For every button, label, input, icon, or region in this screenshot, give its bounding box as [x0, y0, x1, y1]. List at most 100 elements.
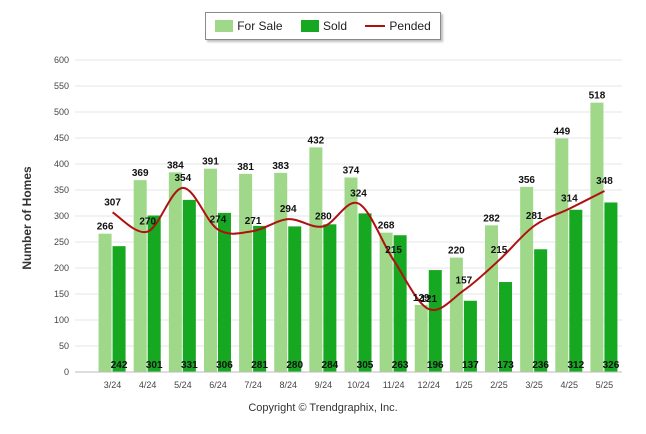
y-tick-label: 400 [54, 159, 69, 169]
x-tick-label: 3/25 [525, 380, 543, 390]
data-label-pended: 314 [561, 194, 578, 205]
y-tick-label: 300 [54, 211, 69, 221]
data-label-pended: 157 [456, 275, 473, 286]
x-tick-label: 11/24 [383, 380, 405, 390]
bar-sold [463, 300, 477, 372]
sold-swatch-icon [300, 20, 319, 32]
y-tick-label: 550 [54, 81, 69, 91]
data-label-pended: 270 [139, 217, 156, 228]
bar-sold [182, 199, 196, 372]
y-tick-label: 250 [54, 237, 69, 247]
bar-for-sale [414, 304, 428, 372]
bar-sold [428, 270, 442, 372]
legend-item-sold[interactable]: Sold [300, 19, 347, 33]
bar-for-sale [203, 168, 217, 372]
bar-sold [358, 213, 372, 372]
y-tick-label: 200 [54, 263, 69, 273]
x-tick-label: 4/24 [139, 380, 157, 390]
data-label-sold: 281 [251, 360, 268, 371]
data-label-for-sale: 356 [518, 175, 535, 186]
y-axis-title: Number of Homes [20, 166, 34, 270]
legend-item-for-sale[interactable]: For Sale [215, 19, 283, 33]
y-tick-label: 500 [54, 107, 69, 117]
data-label-sold: 242 [111, 360, 128, 371]
bar-sold [534, 249, 548, 372]
x-tick-label: 4/25 [561, 380, 579, 390]
data-label-sold: 173 [497, 360, 514, 371]
bar-for-sale [133, 180, 147, 372]
bar-sold [569, 209, 583, 372]
bar-sold [147, 215, 161, 372]
pended-swatch-icon [365, 25, 386, 27]
x-tick-label: 5/24 [174, 380, 192, 390]
bar-for-sale [379, 232, 393, 372]
x-tick-label: 2/25 [490, 380, 508, 390]
x-tick-label: 9/24 [315, 380, 333, 390]
bar-sold [323, 224, 337, 372]
data-label-for-sale: 266 [97, 222, 114, 233]
bar-for-sale [274, 172, 288, 372]
data-label-pended: 215 [385, 245, 402, 256]
data-label-sold: 331 [181, 360, 198, 371]
y-tick-label: 600 [54, 55, 69, 65]
data-label-sold: 196 [427, 360, 444, 371]
data-label-sold: 284 [322, 360, 339, 371]
y-tick-label: 450 [54, 133, 69, 143]
data-label-for-sale: 268 [378, 221, 395, 232]
data-label-pended: 121 [420, 294, 437, 305]
bar-sold [112, 246, 126, 372]
data-label-for-sale: 432 [308, 135, 325, 146]
data-label-for-sale: 449 [553, 127, 570, 138]
bar-sold [499, 282, 513, 372]
data-label-pended: 271 [245, 216, 262, 227]
x-tick-label: 7/24 [244, 380, 262, 390]
data-label-pended: 354 [174, 173, 191, 184]
legend: For Sale Sold Pended [205, 12, 441, 40]
data-label-pended: 324 [350, 189, 367, 200]
x-tick-label: 12/24 [418, 380, 441, 390]
data-label-sold: 305 [357, 360, 374, 371]
legend-label-sold: Sold [322, 19, 347, 33]
y-tick-label: 0 [64, 367, 69, 377]
data-label-for-sale: 381 [237, 162, 254, 173]
pended-line [112, 186, 605, 312]
bar-for-sale [98, 233, 112, 372]
x-tick-label: 1/25 [455, 380, 473, 390]
legend-item-pended[interactable]: Pended [365, 19, 431, 33]
y-tick-label: 350 [54, 185, 69, 195]
data-label-for-sale: 391 [202, 157, 219, 168]
for-sale-swatch-icon [215, 20, 234, 32]
data-label-for-sale: 384 [167, 160, 184, 171]
data-label-pended: 281 [526, 211, 543, 222]
bar-for-sale [449, 257, 463, 372]
bars [98, 102, 618, 372]
x-tick-label: 6/24 [209, 380, 227, 390]
data-label-for-sale: 282 [483, 213, 500, 224]
bar-for-sale [590, 102, 604, 372]
data-label-pended: 348 [596, 176, 613, 187]
y-tick-label: 50 [59, 341, 69, 351]
x-tick-label: 5/25 [596, 380, 614, 390]
data-label-sold: 301 [146, 360, 163, 371]
data-label-sold: 280 [286, 360, 303, 371]
bar-sold [393, 235, 407, 372]
bar-for-sale [485, 225, 499, 372]
x-tick-label: 3/24 [104, 380, 122, 390]
bar-for-sale [239, 173, 253, 372]
data-label-for-sale: 383 [272, 161, 289, 172]
data-label-for-sale: 220 [448, 246, 465, 257]
data-label-pended: 307 [104, 197, 121, 208]
data-label-for-sale: 369 [132, 168, 149, 179]
data-label-pended: 280 [315, 211, 332, 222]
pended-line-path [112, 186, 605, 312]
data-label-for-sale: 518 [589, 91, 606, 102]
data-label-sold: 306 [216, 360, 233, 371]
legend-label-pended: Pended [389, 19, 431, 33]
x-tick-label: 8/24 [279, 380, 297, 390]
data-label-pended: 215 [491, 245, 508, 256]
data-label-pended: 294 [280, 204, 297, 215]
bar-for-sale [555, 138, 569, 372]
data-label-sold: 312 [567, 360, 584, 371]
copyright-text: Copyright © Trendgraphix, Inc. [248, 402, 398, 414]
